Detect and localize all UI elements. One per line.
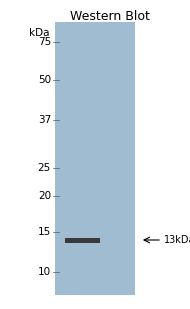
Text: 50: 50 (38, 75, 51, 85)
Text: 13kDa: 13kDa (164, 235, 190, 245)
Text: 20: 20 (38, 191, 51, 201)
Bar (55, 22, 135, 295)
Text: 15: 15 (38, 227, 51, 237)
Bar (65, 238, 100, 243)
Text: 75: 75 (38, 37, 51, 47)
Text: 10: 10 (38, 267, 51, 277)
Text: 37: 37 (38, 115, 51, 125)
Text: kDa: kDa (29, 28, 50, 38)
Text: Western Blot: Western Blot (70, 10, 150, 23)
Text: 25: 25 (38, 163, 51, 173)
